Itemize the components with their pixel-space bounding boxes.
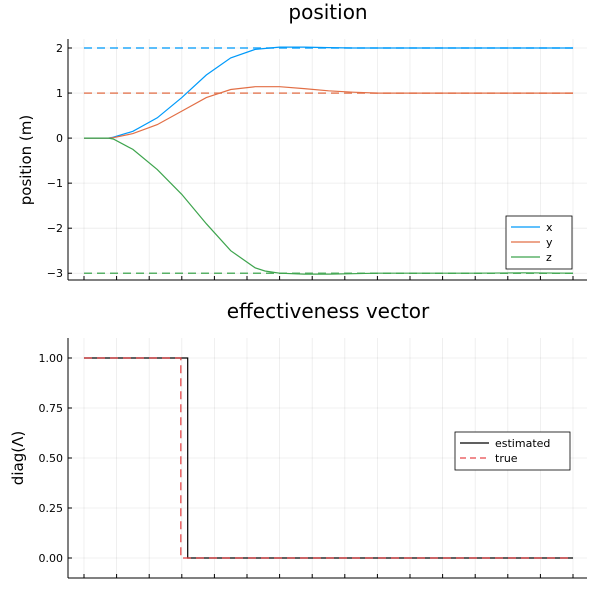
position-y-tick-label: 1 [56,87,63,100]
position-legend: xyz [505,215,573,270]
effectiveness-legend-label-true: true [495,452,518,465]
position-series-y [84,86,573,139]
position-y-tick-label: 2 [56,42,63,55]
effectiveness-y-tick-label: 1.00 [39,352,64,365]
position-ylabel: position (m) [17,115,35,206]
effectiveness-y-tick-label: 0.50 [39,452,64,465]
effectiveness-y-tick-label: 0.00 [39,552,64,565]
effectiveness-title: effectiveness vector [227,299,430,323]
effectiveness-series [84,357,573,559]
position-panel: position position (m) 2 1 0 −1 −2 −3 xyz [17,0,587,281]
position-y-tick-label: −1 [47,177,63,190]
position-legend-label-x: x [546,221,553,234]
position-ticks: 2 1 0 −1 −2 −3 [47,42,574,280]
effectiveness-legend-box [454,431,571,471]
effectiveness-legend-label-estimated: estimated [495,437,550,450]
effectiveness-ylabel: diag(Λ) [9,431,27,485]
effectiveness-y-tick-label: 0.75 [39,402,64,415]
position-y-tick-label: 0 [56,132,63,145]
effectiveness-legend: estimated true [454,431,571,471]
effectiveness-ticks: 1.00 0.75 0.50 0.25 0.00 [39,352,574,578]
position-title: position [288,0,367,24]
effectiveness-y-tick-label: 0.25 [39,502,64,515]
position-legend-label-y: y [546,236,553,249]
position-series-z [84,137,574,275]
position-y-tick-label: −3 [47,267,63,280]
effectiveness-panel: effectiveness vector diag(Λ) 1.00 0.75 0.5… [9,299,587,579]
position-y-tick-label: −2 [47,222,63,235]
effectiveness-series-true [84,357,573,559]
position-legend-label-z: z [546,251,552,264]
position-series [84,46,574,275]
